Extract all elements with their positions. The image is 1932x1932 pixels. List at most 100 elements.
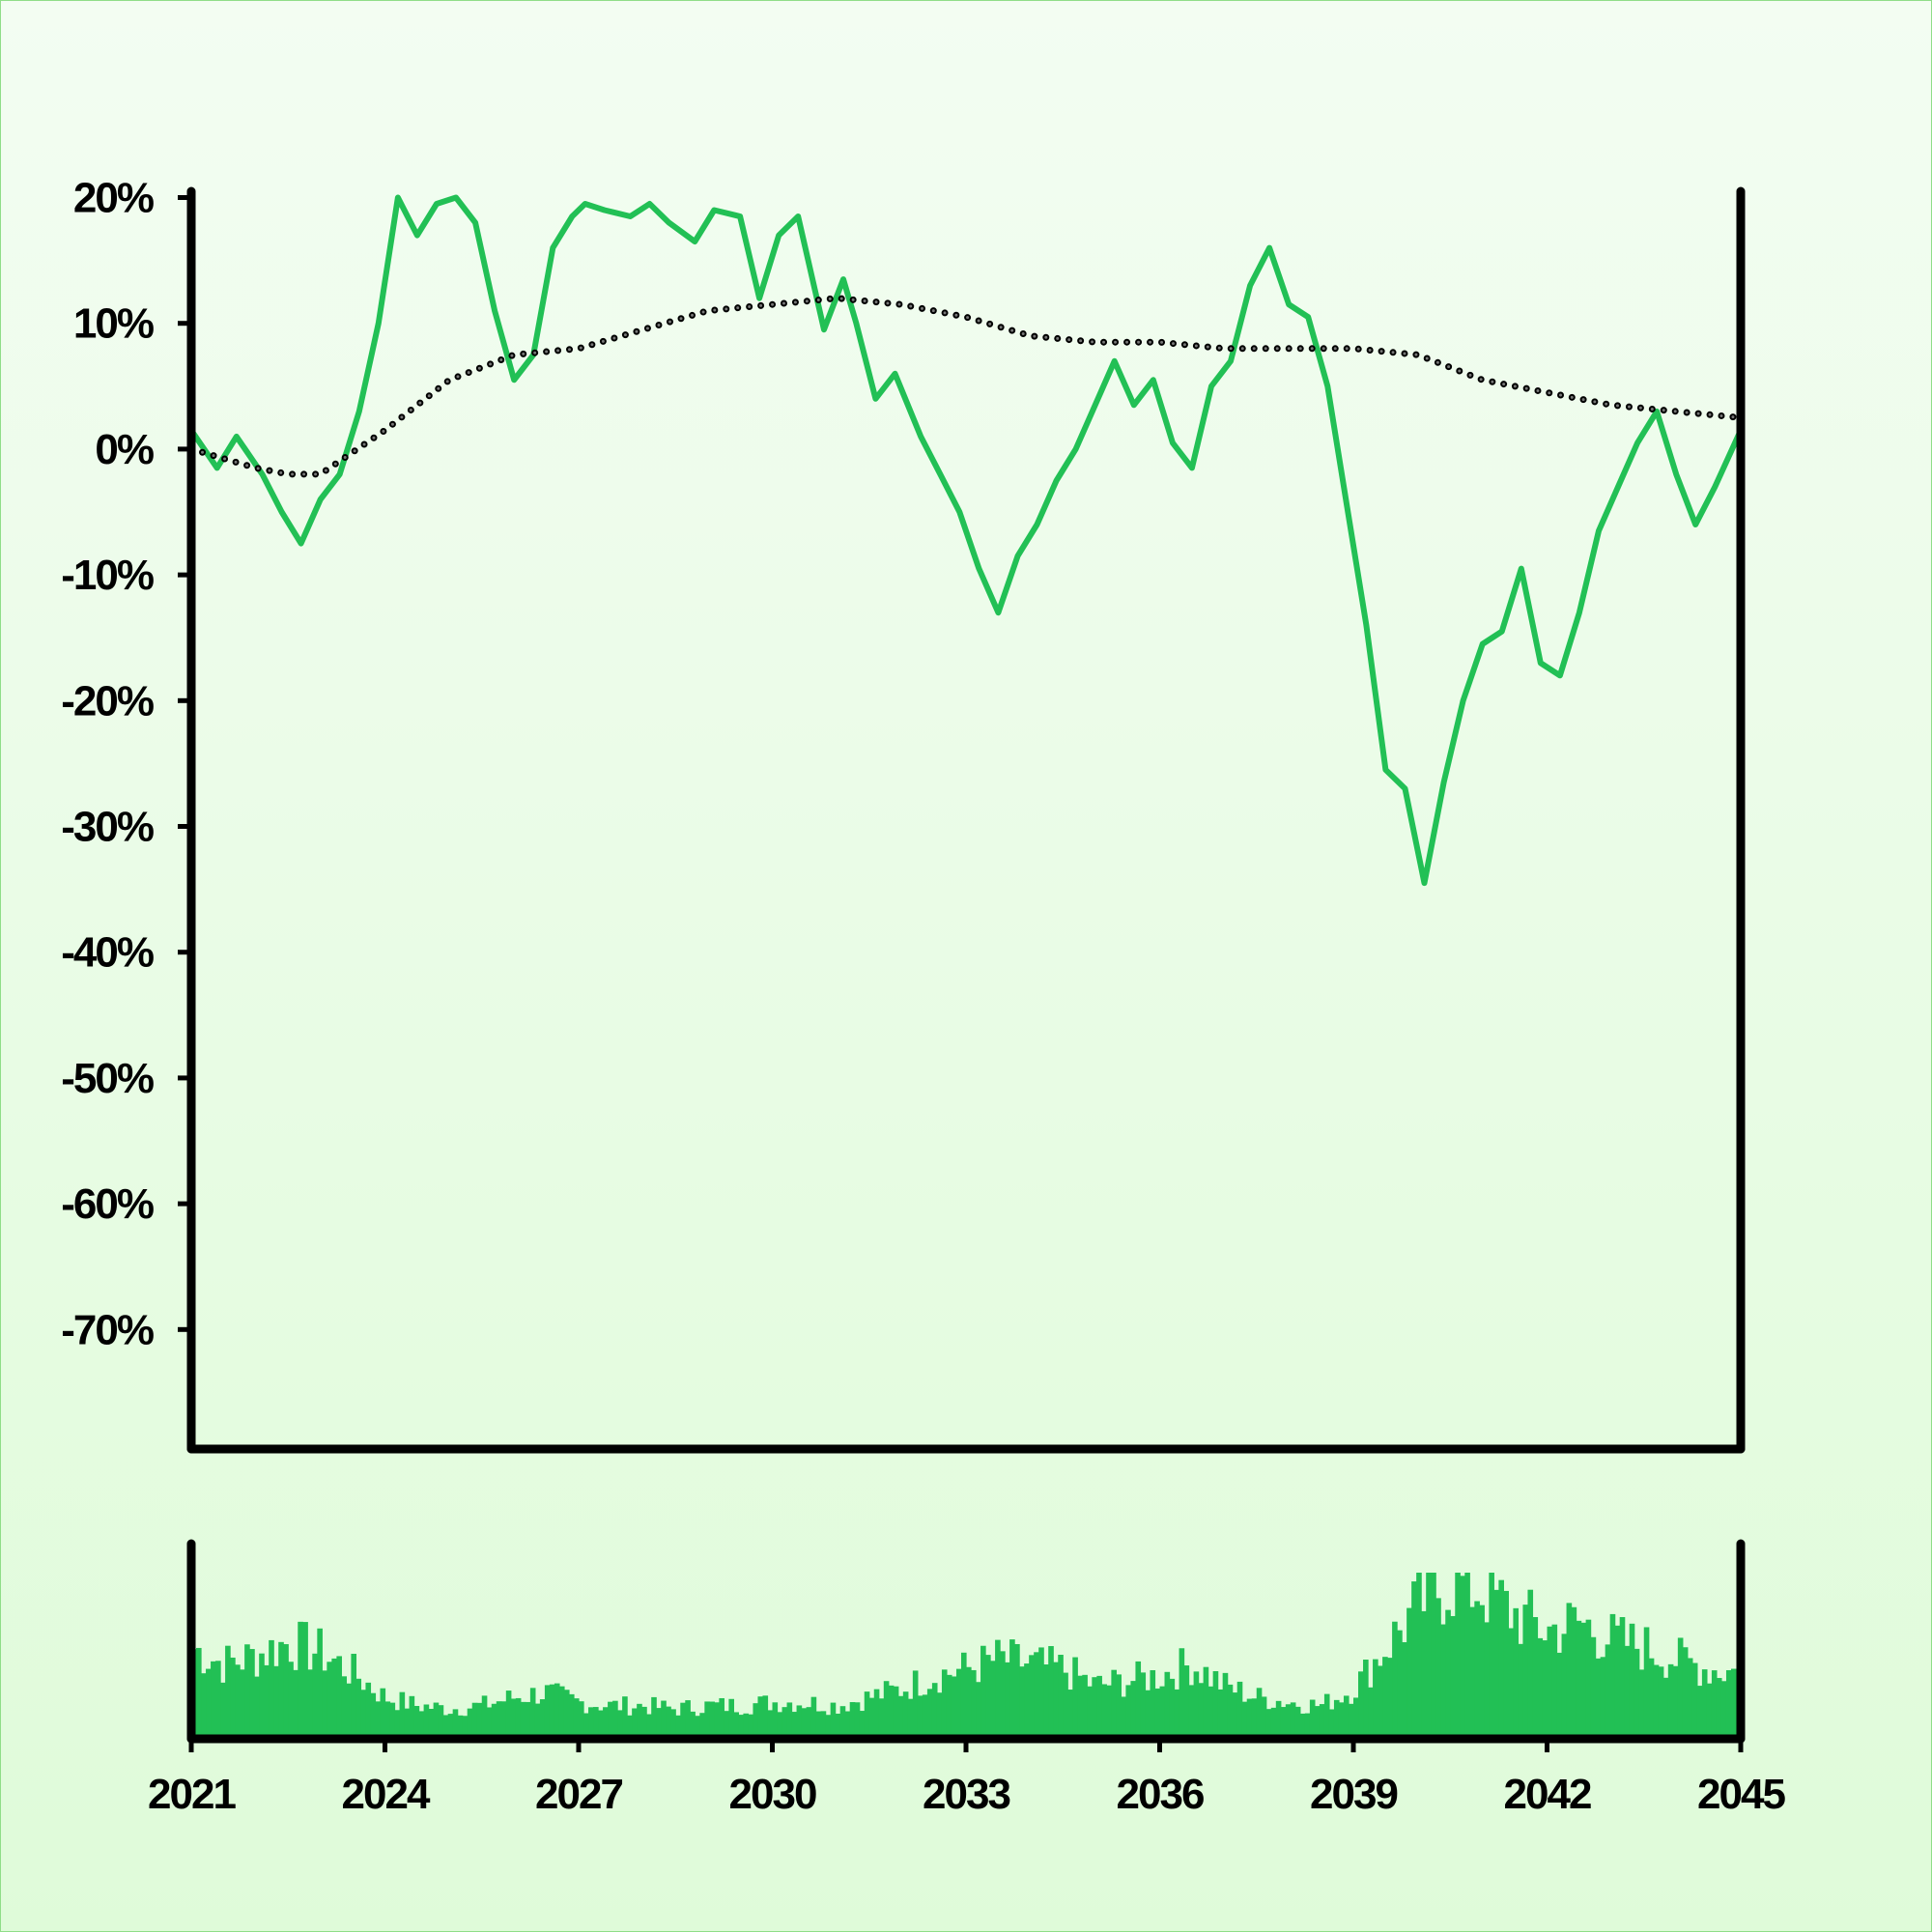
y-axis-ticks: 20% 10% 0% -10% -20% -30% -40% -50% -60% -70%	[61, 175, 191, 1353]
volume-bar	[1217, 1689, 1224, 1739]
volume-bar	[1227, 1684, 1234, 1739]
volume-bar	[1348, 1703, 1354, 1739]
volume-bar	[327, 1662, 332, 1739]
volume-bar	[960, 1652, 967, 1739]
volume-bar	[1309, 1699, 1316, 1739]
volume-bar	[471, 1702, 478, 1739]
volume-bar	[1299, 1713, 1306, 1739]
volume-bar	[864, 1691, 870, 1739]
volume-bar	[384, 1701, 391, 1739]
volume-bar	[336, 1656, 342, 1739]
volume-bar	[254, 1676, 260, 1739]
volume-bar	[844, 1711, 851, 1739]
volume-bar	[801, 1708, 808, 1739]
volume-bar	[1116, 1674, 1122, 1739]
y-tick-label: -20%	[61, 677, 154, 724]
volume-bar	[312, 1653, 318, 1739]
volume-bar	[1682, 1647, 1689, 1739]
volume-bar	[719, 1697, 724, 1739]
volume-bar	[1087, 1686, 1093, 1739]
volume-bar	[1677, 1637, 1684, 1739]
volume-bar	[666, 1706, 671, 1739]
main-plot-axes	[186, 186, 1746, 1454]
volume-bar	[1159, 1686, 1166, 1739]
volume-bar	[1145, 1690, 1151, 1739]
volume-bar	[612, 1700, 618, 1739]
volume-bar	[370, 1692, 377, 1739]
volume-bar	[1522, 1605, 1529, 1739]
volume-bar	[685, 1700, 691, 1739]
volume-bar	[1431, 1573, 1436, 1739]
volume-bar	[757, 1696, 764, 1739]
volume-bar	[476, 1702, 483, 1739]
volume-bar	[1179, 1648, 1185, 1739]
y-tick-label: -30%	[61, 804, 154, 851]
volume-bar	[1164, 1671, 1171, 1739]
y-tick-label: 0%	[95, 426, 153, 473]
volume-bar	[438, 1705, 444, 1739]
volume-bar	[1019, 1666, 1025, 1739]
volume-bar	[990, 1661, 996, 1739]
x-tick-label: 2042	[1504, 1771, 1591, 1818]
volume-bar	[907, 1698, 914, 1739]
volume-bar	[1034, 1652, 1039, 1739]
volume-bar	[1609, 1613, 1616, 1739]
volume-bar	[510, 1698, 517, 1739]
volume-bar	[505, 1690, 512, 1739]
volume-bar	[1338, 1702, 1345, 1739]
volume-bar	[1537, 1637, 1544, 1739]
volume-bar	[1479, 1605, 1485, 1739]
volume-bar	[588, 1707, 594, 1739]
volume-bar	[1077, 1675, 1083, 1739]
volume-bar	[1333, 1699, 1340, 1739]
volume-bar	[1556, 1652, 1563, 1739]
volume-bar	[1125, 1685, 1132, 1739]
volume-bar	[714, 1702, 720, 1739]
volume-bar	[1009, 1639, 1015, 1739]
volume-bar	[796, 1705, 803, 1739]
volume-bar	[1314, 1706, 1321, 1739]
volume-bar	[912, 1670, 919, 1739]
volume-bar	[240, 1669, 245, 1739]
volume-bar	[462, 1716, 469, 1739]
volume-bar	[931, 1683, 938, 1739]
volume-bar	[307, 1669, 313, 1739]
volume-bar	[995, 1639, 1001, 1739]
volume-bar	[1629, 1623, 1635, 1739]
volume-bar	[1304, 1713, 1311, 1739]
volume-bar	[902, 1691, 909, 1739]
volume-bar	[375, 1701, 382, 1739]
volume-bar	[1222, 1672, 1229, 1739]
volume-bar	[1445, 1609, 1451, 1739]
volume-bar	[1503, 1590, 1509, 1739]
volume-bar	[1285, 1704, 1292, 1739]
y-tick-label: -40%	[61, 929, 154, 977]
volume-bar	[743, 1713, 750, 1739]
volume-bar	[1605, 1644, 1611, 1739]
volume-bar	[1576, 1620, 1582, 1739]
volume-bar	[404, 1708, 411, 1739]
x-axis-ticks: 2021 2024 2027 2030 2033 2036 2039 2042 2045	[148, 1739, 1787, 1818]
volume-bar	[1527, 1589, 1534, 1739]
volume-bars	[191, 1573, 1742, 1739]
volume-bar	[486, 1707, 493, 1739]
volume-bar	[1265, 1709, 1272, 1739]
volume-bar	[1658, 1666, 1664, 1739]
volume-bar	[854, 1702, 861, 1739]
volume-bar	[1193, 1671, 1200, 1739]
volume-bar	[544, 1685, 551, 1739]
volume-bar	[394, 1710, 401, 1739]
main-panel: 20% 10% 0% -10% -20% -30% -40% -50% -60% -70%	[61, 175, 1746, 1454]
volume-bar	[893, 1686, 899, 1739]
volume-bar	[680, 1702, 686, 1739]
volume-bar	[728, 1698, 734, 1739]
volume-bar	[806, 1707, 812, 1739]
volume-bar	[1368, 1687, 1374, 1739]
volume-bar	[859, 1711, 866, 1739]
x-tick-label: 2021	[148, 1771, 236, 1818]
volume-bar	[341, 1676, 347, 1739]
volume-bar	[767, 1710, 774, 1739]
trend-line	[189, 297, 1743, 476]
volume-bar	[946, 1674, 952, 1739]
volume-bar	[622, 1696, 628, 1739]
